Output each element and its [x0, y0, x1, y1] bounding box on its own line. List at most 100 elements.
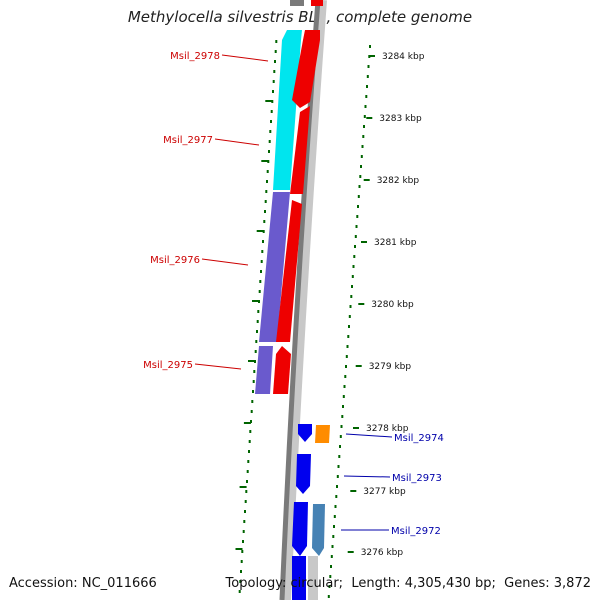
cds-track-right	[292, 424, 318, 600]
gene-leader-line	[194, 363, 242, 370]
feature-msil-2975-cds[interactable]	[273, 346, 291, 394]
feature-msil-2974-cds[interactable]	[298, 424, 312, 442]
gc-dot	[344, 375, 347, 378]
tick-mark	[353, 427, 359, 429]
feature-msil-2972-cog[interactable]	[312, 504, 325, 556]
gc-dot	[265, 190, 268, 193]
gc-skew-track	[235, 40, 278, 593]
gc-dot	[366, 85, 368, 88]
feature-msil-2972-cds[interactable]	[292, 502, 308, 556]
tick-label: 3280 kbp	[371, 300, 414, 310]
tick-mark	[347, 551, 354, 553]
gc-dot	[266, 170, 269, 173]
cog-track-right	[312, 425, 330, 556]
gc-dot	[335, 495, 338, 498]
gc-dot	[259, 280, 262, 283]
gc-dot	[354, 235, 357, 238]
tick-mark	[361, 241, 367, 243]
gc-dot	[351, 275, 354, 278]
gc-dot	[352, 265, 355, 268]
gc-dash	[256, 230, 264, 232]
gene-leader-line	[221, 54, 269, 62]
gene-label[interactable]: Msil_2978	[170, 51, 220, 62]
gc-dot	[244, 500, 247, 503]
gc-dot	[349, 305, 352, 308]
gc-dot	[357, 205, 359, 208]
gc-dot	[262, 240, 264, 243]
gc-dot	[341, 415, 344, 418]
gc-dot	[330, 565, 332, 568]
gc-dot	[360, 155, 363, 158]
gc-dot	[244, 510, 246, 513]
map-title: Methylocella silvestris BL2, complete ge…	[127, 8, 473, 26]
gene-label[interactable]: Msil_2977	[163, 135, 213, 146]
gene-label[interactable]: Msil_2975	[143, 360, 193, 371]
gc-dot	[336, 475, 339, 478]
genome-summary: Topology: circular; Length: 4,305,430 bp…	[225, 576, 591, 591]
feature-msil-2974-cog[interactable]	[315, 425, 330, 443]
feature-msil-2975-cog[interactable]	[255, 346, 273, 394]
top-stubs	[290, 0, 323, 6]
gc-dot	[239, 580, 242, 583]
gc-dot	[268, 140, 271, 143]
tick-mark	[355, 365, 362, 367]
topology-value: circular	[290, 576, 339, 591]
gc-dot	[245, 490, 248, 493]
tick-label: 3279 kbp	[369, 362, 412, 372]
gc-dot	[329, 575, 332, 578]
tick-mark	[363, 179, 370, 181]
gc-dash	[243, 422, 251, 424]
gc-dot	[332, 535, 335, 538]
gene-leader-line	[343, 475, 391, 478]
gc-dot	[351, 285, 353, 288]
cds-track-left	[273, 30, 320, 394]
gc-dot	[354, 245, 356, 248]
gene-label[interactable]: Msil_2973	[392, 473, 442, 484]
feature-msil-2978-cog[interactable]	[273, 30, 302, 190]
gc-dot	[346, 345, 349, 348]
feature-msil-2976-cds[interactable]	[276, 200, 302, 342]
gc-dot	[251, 400, 254, 403]
gc-dot	[253, 370, 256, 373]
gc-dot	[255, 340, 258, 343]
gene-label[interactable]: Msil_2972	[391, 526, 441, 537]
gc-dot	[269, 130, 272, 133]
gc-dot	[256, 320, 259, 323]
gc-dot	[339, 445, 341, 448]
gc-dot	[331, 545, 334, 548]
genes-label: Genes:	[504, 576, 550, 591]
gene-label[interactable]: Msil_2976	[150, 255, 200, 266]
gc-dot	[345, 355, 348, 358]
gc-dot	[246, 480, 248, 483]
feature-bottom-cds-2[interactable]	[308, 556, 318, 600]
gc-dash	[235, 548, 243, 550]
gene-label[interactable]: Msil_2974	[394, 433, 444, 444]
gc-dot	[242, 540, 244, 543]
length-label: Length:	[351, 576, 401, 591]
gc-dot	[260, 270, 262, 273]
gc-dot	[345, 365, 347, 368]
gc-dot	[366, 75, 369, 78]
gc-dot	[258, 290, 261, 293]
feature-msil-2973-cds[interactable]	[296, 454, 311, 494]
feature-msil-2976-cog[interactable]	[259, 192, 290, 342]
gc-dot	[337, 465, 340, 468]
gc-dot	[243, 520, 246, 523]
gc-dot	[270, 110, 273, 113]
feature-msil-2978-cds[interactable]	[292, 30, 320, 108]
gc-dot	[367, 65, 370, 68]
gc-dash	[261, 160, 269, 162]
feature-bottom-cds[interactable]	[292, 556, 306, 600]
gc-dot	[338, 455, 341, 458]
gc-dot	[334, 505, 337, 508]
tick-label: 3284 kbp	[382, 52, 425, 62]
tick-label: 3278 kbp	[366, 424, 409, 434]
gc-dot	[348, 325, 350, 328]
gene-leader-line	[214, 138, 260, 146]
gc-dot	[362, 135, 365, 138]
gc-dot	[274, 60, 276, 63]
gc-dot	[242, 530, 245, 533]
feature-msil-2977-cds[interactable]	[290, 106, 310, 194]
backbone-shadow	[281, 0, 327, 600]
